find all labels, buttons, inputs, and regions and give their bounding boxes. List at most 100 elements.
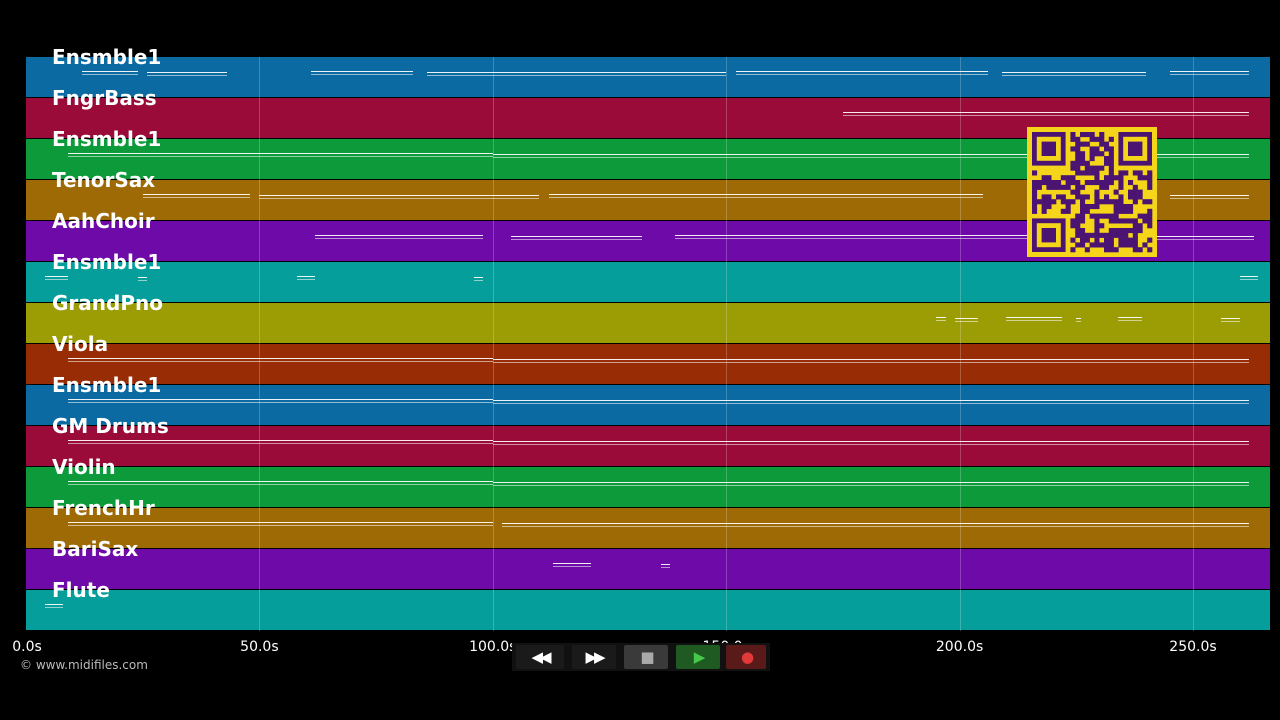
track-label: GM Drums <box>52 414 169 438</box>
note-segment <box>1239 276 1259 277</box>
note-segment <box>68 484 493 485</box>
note-segment <box>1118 320 1142 321</box>
note-segment <box>138 277 148 278</box>
qr-pattern <box>1032 132 1153 253</box>
note-segment <box>660 564 671 565</box>
play-icon: ▶ <box>693 648 705 666</box>
rewind-icon: ◀◀ <box>531 648 551 666</box>
copyright-text: © www.midifiles.com <box>20 658 148 672</box>
note-segment <box>511 239 643 240</box>
note-segment <box>82 71 138 72</box>
note-segment <box>1006 320 1063 321</box>
note-segment <box>310 71 414 72</box>
note-segment <box>674 238 1035 239</box>
note-segment <box>492 154 1249 155</box>
note-segment <box>1001 72 1147 73</box>
track-label: FrenchHr <box>52 496 155 520</box>
note-segment <box>68 358 493 359</box>
note-segment <box>492 485 1249 486</box>
track-lane <box>26 590 1270 630</box>
time-tick-label: 50.0s <box>240 639 279 655</box>
track-label: GrandPno <box>52 291 163 315</box>
play-button[interactable]: ▶ <box>676 645 720 669</box>
stop-button[interactable]: ■ <box>624 645 668 669</box>
grid-line <box>959 57 961 631</box>
note-segment <box>1001 75 1147 76</box>
note-segment <box>1220 321 1240 322</box>
note-segment <box>44 276 68 277</box>
note-segment <box>492 362 1249 363</box>
note-segment <box>147 72 227 73</box>
note-segment <box>68 440 493 441</box>
time-tick-label: 100.0s <box>469 639 517 655</box>
note-segment <box>548 194 983 195</box>
note-segment <box>954 318 979 319</box>
track-lane <box>26 303 1270 343</box>
track-label: Violin <box>52 455 116 479</box>
track-lane <box>26 262 1270 302</box>
note-segment <box>427 72 727 73</box>
track-label: Ensmble1 <box>52 250 162 274</box>
note-segment <box>259 195 540 196</box>
track-label: Viola <box>52 332 109 356</box>
track-lane <box>26 508 1270 548</box>
track-lane <box>26 467 1270 507</box>
note-segment <box>548 197 983 198</box>
note-segment <box>1169 198 1249 199</box>
note-segment <box>1169 195 1249 196</box>
note-segment <box>553 563 591 564</box>
record-button[interactable]: ● <box>726 645 766 669</box>
rewind-button[interactable]: ◀◀ <box>516 645 564 669</box>
note-segment <box>259 198 540 199</box>
fast-forward-button[interactable]: ▶▶ <box>572 645 616 669</box>
note-segment <box>1076 318 1081 319</box>
note-segment <box>296 276 316 277</box>
track-label: Ensmble1 <box>52 373 162 397</box>
note-segment <box>68 481 493 482</box>
note-segment <box>511 236 643 237</box>
grid-line <box>259 57 261 631</box>
note-segment <box>492 403 1249 404</box>
note-segment <box>954 321 979 322</box>
note-segment <box>296 279 316 280</box>
note-segment <box>1118 317 1142 318</box>
note-segment <box>735 74 988 75</box>
note-segment <box>1169 74 1249 75</box>
note-segment <box>502 523 1249 524</box>
note-segment <box>82 74 138 75</box>
time-tick-label: 0.0s <box>12 639 42 655</box>
note-segment <box>842 112 1249 113</box>
note-segment <box>142 194 251 195</box>
record-icon: ● <box>740 648 754 666</box>
note-segment <box>1239 279 1259 280</box>
track-label: Ensmble1 <box>52 127 162 151</box>
note-segment <box>492 359 1249 360</box>
note-segment <box>502 526 1249 527</box>
note-segment <box>1150 239 1254 240</box>
note-segment <box>147 75 227 76</box>
note-segment <box>68 443 493 444</box>
note-segment <box>68 525 493 526</box>
track-label: BariSax <box>52 537 139 561</box>
grid-line <box>1192 57 1194 631</box>
track-lane <box>26 57 1270 97</box>
note-segment <box>44 607 64 608</box>
note-segment <box>474 280 484 281</box>
track-lane <box>26 344 1270 384</box>
track-label: TenorSax <box>52 168 156 192</box>
note-segment <box>68 522 493 523</box>
note-segment <box>68 402 493 403</box>
note-segment <box>936 317 946 318</box>
note-segment <box>492 444 1249 445</box>
note-segment <box>315 235 484 236</box>
track-label: AahChoir <box>52 209 155 233</box>
note-segment <box>1220 318 1240 319</box>
note-segment <box>68 153 493 154</box>
track-label: Ensmble1 <box>52 45 162 69</box>
note-segment <box>1150 236 1254 237</box>
note-segment <box>492 482 1249 483</box>
note-segment <box>842 115 1249 116</box>
track-label: FngrBass <box>52 86 157 110</box>
note-segment <box>735 71 988 72</box>
note-segment <box>674 235 1035 236</box>
